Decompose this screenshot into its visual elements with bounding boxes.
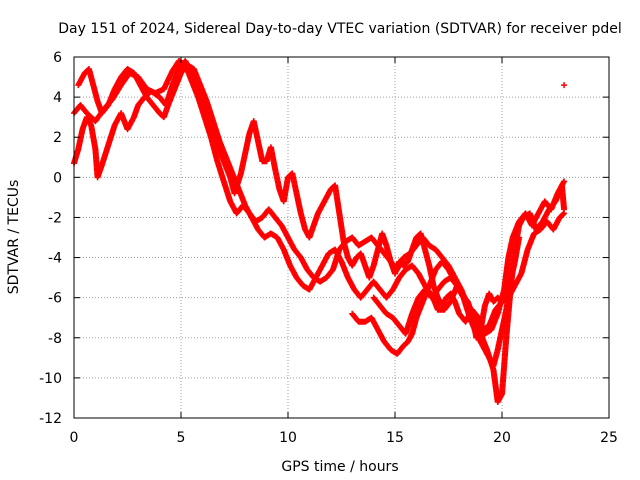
x-tick-label: 15 xyxy=(386,430,404,446)
x-tick-label: 10 xyxy=(279,430,297,446)
data-point xyxy=(561,210,568,217)
axis-ticks: 0 5 10 15 20 25 -12 -10 -8 -6 -4 -2 0 2 4 6 xyxy=(39,50,618,446)
data-point xyxy=(561,82,568,89)
y-tick-label: 2 xyxy=(53,130,62,146)
series-track-e xyxy=(370,234,523,369)
x-tick-label: 5 xyxy=(177,430,186,446)
y-tick-label: -8 xyxy=(48,331,62,347)
data-markers xyxy=(71,58,568,405)
data-point xyxy=(561,178,568,185)
data-point xyxy=(560,211,567,218)
y-tick-label: 0 xyxy=(53,170,62,186)
data-point xyxy=(516,234,523,241)
series-outlier xyxy=(561,82,568,89)
chart-title: Day 151 of 2024, Sidereal Day-to-day VTE… xyxy=(58,21,622,37)
y-tick-label: 6 xyxy=(53,50,62,66)
x-tick-label: 20 xyxy=(493,430,511,446)
y-tick-label: -4 xyxy=(48,251,62,267)
y-tick-label: -6 xyxy=(48,291,62,307)
y-axis-label: SDTVAR / TECUs xyxy=(6,180,22,295)
plot-frame xyxy=(73,56,610,419)
y-tick-label: 4 xyxy=(53,90,62,106)
series-track-c xyxy=(75,62,568,333)
x-tick-label: 25 xyxy=(600,430,618,446)
y-tick-label: -10 xyxy=(39,371,62,387)
y-tick-label: -12 xyxy=(39,411,62,427)
x-tick-label: 0 xyxy=(70,430,79,446)
x-axis-label: GPS time / hours xyxy=(281,459,398,475)
y-tick-label: -2 xyxy=(48,210,62,226)
